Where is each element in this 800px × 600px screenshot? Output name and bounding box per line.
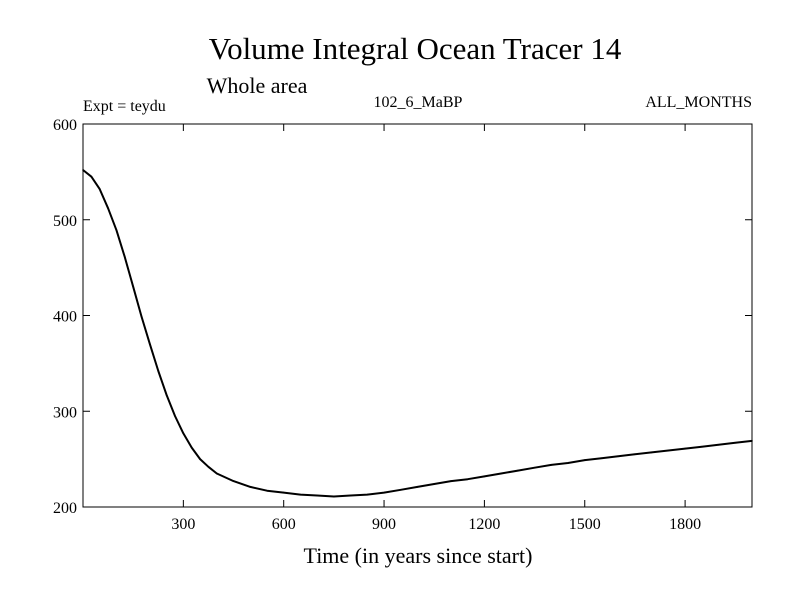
data-point (199, 458, 201, 460)
data-point (149, 343, 151, 346)
data-point (157, 370, 160, 372)
data-point (115, 229, 118, 232)
data-point (383, 491, 385, 494)
data-point (667, 449, 670, 452)
chart-subtitle: Whole area (207, 73, 308, 98)
data-point (107, 207, 109, 210)
data-point (98, 188, 101, 190)
data-point (717, 444, 720, 446)
data-point (550, 464, 553, 466)
data-point (165, 394, 168, 396)
data-point (617, 455, 619, 458)
data-point (517, 469, 519, 472)
plot-area-frame (82, 123, 753, 508)
data-point (216, 472, 218, 475)
data-point (82, 169, 84, 171)
data-point (333, 495, 335, 498)
data-point (316, 494, 318, 497)
x-tick-label: 1500 (569, 516, 601, 533)
data-point (567, 462, 569, 464)
data-point (124, 256, 126, 258)
data-point (650, 451, 653, 454)
data-point (366, 493, 369, 496)
data-point (734, 442, 737, 444)
data-point (249, 486, 252, 488)
data-point (349, 494, 352, 497)
series-layer (82, 169, 753, 498)
x-tick-label: 1800 (669, 516, 701, 533)
y-tick-label: 200 (53, 500, 77, 517)
data-point (266, 489, 268, 492)
y-axis-ticks: 200 300 400 500 600 (53, 117, 752, 517)
x-axis-label: Time (in years since start) (304, 543, 533, 568)
y-tick-label: 400 (53, 309, 77, 326)
data-point (132, 286, 134, 288)
data-point (634, 453, 636, 456)
x-axis-ticks: 300 600 900 1200 1500 1800 (171, 124, 701, 533)
x-tick-label: 1200 (468, 516, 500, 533)
data-point (90, 175, 93, 178)
data-point (466, 478, 469, 481)
y-tick-label: 300 (53, 404, 77, 421)
x-tick-label: 600 (272, 516, 296, 533)
data-point (533, 466, 536, 469)
data-point (416, 486, 419, 488)
y-tick-label: 600 (53, 117, 77, 134)
data-point (400, 489, 402, 491)
data-point (182, 432, 185, 435)
experiment-label: Expt = teydu (83, 98, 166, 115)
data-point (701, 445, 703, 448)
data-point (584, 459, 586, 461)
data-point (483, 475, 486, 478)
data-point (232, 480, 235, 482)
x-tick-label: 300 (171, 516, 195, 533)
data-point (450, 480, 452, 482)
y-tick-label: 500 (53, 213, 77, 230)
x-tick-label: 900 (372, 516, 396, 533)
series-line-0 (82, 169, 753, 498)
data-point (207, 466, 210, 468)
data-point (282, 491, 285, 494)
data-point (299, 493, 302, 496)
data-point (500, 472, 502, 475)
chart-title: Volume Integral Ocean Tracer 14 (209, 31, 622, 66)
months-label: ALL_MONTHS (645, 94, 752, 111)
data-point (140, 315, 143, 318)
data-point (174, 415, 176, 417)
data-point (684, 447, 686, 450)
data-point (433, 483, 436, 485)
data-point (751, 440, 753, 442)
data-point (190, 446, 193, 449)
data-point (600, 457, 603, 460)
period-label: 102_6_MaBP (374, 94, 463, 111)
